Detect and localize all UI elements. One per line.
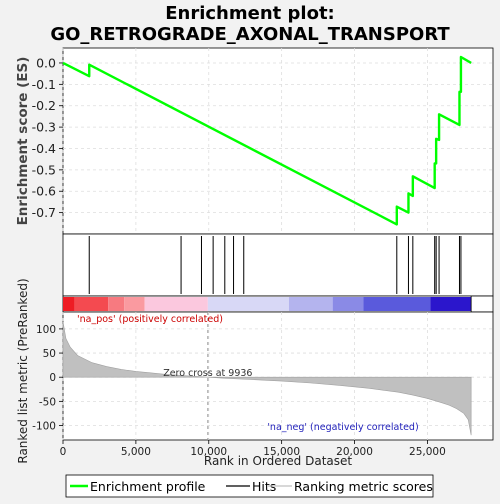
es-y-tick-label-4: -0.4 [32,141,56,156]
ranking-metric-fill [62,321,472,436]
heatmap-segment-2 [108,297,125,311]
chart-title-line-1: Enrichment plot: [165,3,335,24]
metric-y-axis: 100 50 0 -50 -100 [32,324,63,433]
x-tick-label-5: 25,000 [409,446,446,458]
es-panel-frame [62,47,494,235]
ranking-metric-area [62,312,472,440]
enrichment-profile [62,55,472,226]
heatmap-segment-5 [207,297,289,311]
es-grid [62,48,493,234]
enrichment-profile-line [62,55,472,226]
es-y-tick-label-7: -0.7 [32,205,56,220]
x-tick-label-4: 20,000 [336,446,373,458]
metric-y-tick-label-0: 100 [36,324,56,336]
legend: Enrichment profile Hits Ranking metric sco… [70,479,433,494]
x-tick-label-3: 15,000 [263,446,300,458]
heatmap-segment-6 [288,297,333,311]
legend-label-2: Ranking metric scores [294,479,433,494]
x-tick-label-1: 5,000 [121,446,151,458]
es-y-tick-label-5: -0.5 [32,162,56,177]
heatmap-segment-8 [363,297,431,311]
legend-label-1: Hits [252,479,276,494]
heatmap-segment-7 [332,297,364,311]
x-axis: 0 5,000 10,000 15,000 20,000 25,000 [60,440,446,458]
neg-correlated-label: 'na_neg' (negatively correlated) [267,422,418,433]
ranking-heatmap-bar [63,296,472,312]
legend-label-0: Enrichment profile [90,479,206,494]
chart-title-line-2: GO_RETROGRADE_AXONAL_TRANSPORT [50,24,450,45]
es-y-tick-label-3: -0.3 [32,120,56,135]
es-y-tick-label-2: -0.2 [32,98,56,113]
metric-y-axis-label: Ranked list metric (PreRanked) [16,278,30,463]
es-y-tick-label-6: -0.6 [32,184,56,199]
zero-cross-label: Zero cross at 9936 [163,368,252,379]
heatmap-segment-0 [63,297,75,311]
es-y-axis-label: Enrichment score (ES) [15,57,31,226]
heatmap-segment-9 [430,297,472,311]
hit-markers [88,236,462,294]
heatmap-segment-1 [74,297,109,311]
x-tick-label-2: 10,000 [190,446,227,458]
pos-correlated-label: 'na_pos' (positively correlated) [77,314,223,325]
metric-y-tick-label-4: -100 [32,421,56,433]
hits-panel-frame [62,233,494,297]
es-y-tick-label-0: 0.0 [36,55,56,70]
metric-y-tick-label-2: 0 [49,372,56,384]
es-y-tick-label-1: -0.1 [32,77,56,92]
metric-y-tick-label-3: -50 [39,396,56,408]
heatmap-segment-3 [124,297,145,311]
x-axis-label: Rank in Ordered Dataset [204,454,352,468]
metric-y-tick-label-1: 50 [43,348,56,360]
x-tick-label-0: 0 [60,446,67,458]
es-y-axis: 0.0 -0.1 -0.2 -0.3 -0.4 -0.5 -0.6 -0.7 [32,55,63,220]
heatmap-segment-4 [144,297,208,311]
